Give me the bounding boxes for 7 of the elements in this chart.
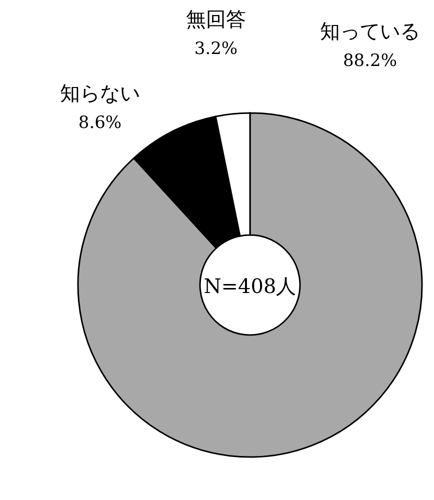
text: N=408人 <box>204 274 296 298</box>
slice-label: 知っている <box>320 19 420 43</box>
data-label: 88.2% <box>342 51 398 71</box>
data-label: 3.2% <box>194 39 238 59</box>
slice-label: 無回答 <box>186 7 246 31</box>
slice-label: 知らない <box>60 81 140 105</box>
data-label: 8.6% <box>78 113 122 133</box>
